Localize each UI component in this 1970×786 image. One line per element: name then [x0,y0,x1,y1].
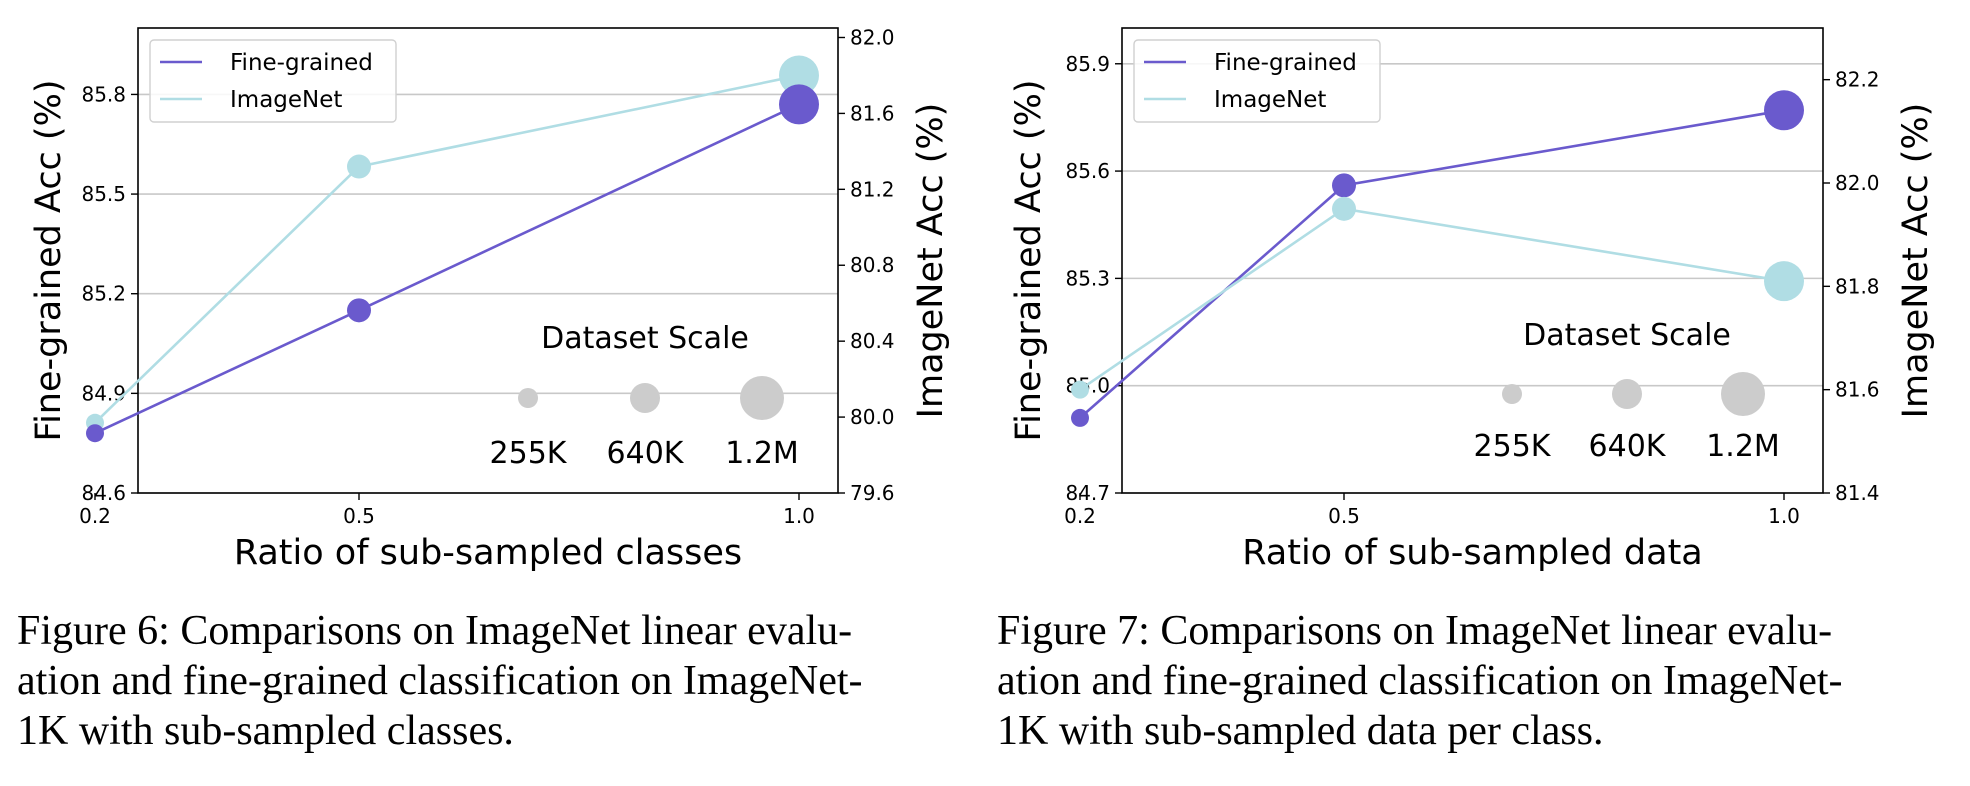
x-tick-label: 1.0 [1768,504,1800,528]
y2-tick-label: 82.0 [1835,171,1880,195]
legend: Fine-grained ImageNet [149,39,397,123]
figure-6-caption: Figure 6: Comparisons on ImageNet linear… [17,608,863,754]
right-y-axis: 79.6 80.0 80.4 80.8 81.2 81.6 82.0 [838,25,895,505]
series-imagenet [1071,196,1804,399]
scale-legend-marker [630,383,660,413]
data-point [1332,196,1356,221]
x-axis-label: Ratio of sub-sampled classes [234,533,742,573]
x-axis: 0.2 0.5 1.0 [1064,493,1800,528]
y2-tick-label: 80.4 [850,329,895,353]
data-point [779,55,819,96]
y2-axis-label: ImageNet Acc (%) [1896,103,1936,419]
data-point [1071,380,1089,399]
scale-legend-marker [518,388,538,408]
legend: Fine-grained ImageNet [1133,39,1381,123]
y2-tick-label: 81.2 [850,177,895,201]
left-y-axis: 84.785.085.385.685.9 [1065,52,1122,505]
scale-legend-marker [1502,384,1522,404]
legend-label: ImageNet [230,87,342,113]
data-point [347,154,371,179]
y-tick-label: 85.3 [1065,266,1110,290]
legend-label: ImageNet [1214,87,1326,113]
y-tick-label: 85.9 [1065,52,1110,76]
y2-tick-label: 81.6 [1835,378,1880,402]
x-tick-label: 0.5 [343,504,375,528]
y2-tick-label: 80.8 [850,253,895,277]
scale-legend-label: 640K [1589,429,1667,464]
plot-frame [137,27,839,494]
data-point [347,298,371,323]
y2-tick-label: 80.0 [850,405,895,429]
y-tick-label: 85.2 [81,282,126,306]
series-fine-grained [86,84,819,443]
y-axis-label: Fine-grained Acc (%) [1009,80,1049,442]
data-point [86,424,104,443]
y-tick-label: 84.6 [81,481,126,505]
y-tick-label: 84.7 [1065,481,1110,505]
scale-legend-label: 255K [1474,429,1552,464]
data-point [779,84,819,125]
figure-6-panel: 84.6 84.9 85.2 85.5 85.8 79.6 80.0 80.4 80.8 81.2… [17,25,951,754]
legend-label: Fine-grained [1214,50,1357,76]
x-tick-label: 0.2 [1064,504,1096,528]
y2-tick-label: 79.6 [850,481,895,505]
x-axis-label: Ratio of sub-sampled data [1242,533,1703,573]
series-fine-grained [1071,90,1804,427]
data-point [1071,408,1089,427]
data-point [1764,261,1804,302]
y2-tick-label: 82.2 [1835,68,1880,92]
series-line [1079,207,1785,391]
data-point [1332,173,1356,198]
y2-tick-label: 82.0 [850,25,895,49]
dataset-scale-legend: Dataset Scale 255K 640K 1.2M [1474,318,1780,464]
y2-axis-label: ImageNet Acc (%) [911,103,951,419]
legend-box [149,39,397,123]
figure-7-caption: Figure 7: Comparisons on ImageNet linear… [997,608,1843,754]
y-tick-label: 85.5 [81,182,126,206]
x-axis: 0.2 0.5 1.0 [79,493,815,528]
y-axis-label: Fine-grained Acc (%) [29,80,69,442]
y2-tick-label: 81.4 [1835,481,1880,505]
legend-box [1133,39,1381,123]
x-tick-label: 0.5 [1328,504,1360,528]
figure-7-panel: 84.785.085.385.685.981.481.681.882.082.2… [985,0,1970,786]
right-y-axis: 81.4 81.6 81.8 82.0 82.2 [1823,68,1880,505]
series-line [94,103,800,435]
y-tick-label: 85.8 [81,82,126,106]
x-tick-label: 1.0 [783,504,815,528]
scale-legend-marker [740,376,784,420]
scale-legend-label: 1.2M [725,436,799,471]
scale-legend-label: 640K [607,436,685,471]
dataset-scale-legend: Dataset Scale 255K 640K 1.2M [490,321,799,471]
scale-legend-marker [1721,372,1765,416]
data-point [1764,90,1804,131]
y2-tick-label: 81.6 [850,101,895,125]
legend-label: Fine-grained [230,50,373,76]
scale-legend-label: 255K [490,436,568,471]
series-imagenet [86,55,819,432]
y2-tick-label: 81.8 [1835,274,1880,298]
scale-legend-title: Dataset Scale [541,321,749,356]
y-tick-label: 84.9 [81,381,126,405]
left-y-axis: 84.6 84.9 85.2 85.5 85.8 [81,82,138,505]
plot-frame [1121,27,1824,494]
scale-legend-marker [1612,379,1642,409]
x-tick-label: 0.2 [79,504,111,528]
figure-6-chart: 84.6 84.9 85.2 85.5 85.8 79.6 80.0 80.4 80.8 81.2… [29,25,951,573]
gridlines [138,93,838,494]
scale-legend-title: Dataset Scale [1523,318,1731,353]
series-line [94,74,800,424]
scale-legend-label: 1.2M [1706,429,1780,464]
figure-7-chart: 84.785.085.385.685.981.481.681.882.082.2… [1009,27,1936,573]
y-tick-label: 85.6 [1065,159,1110,183]
